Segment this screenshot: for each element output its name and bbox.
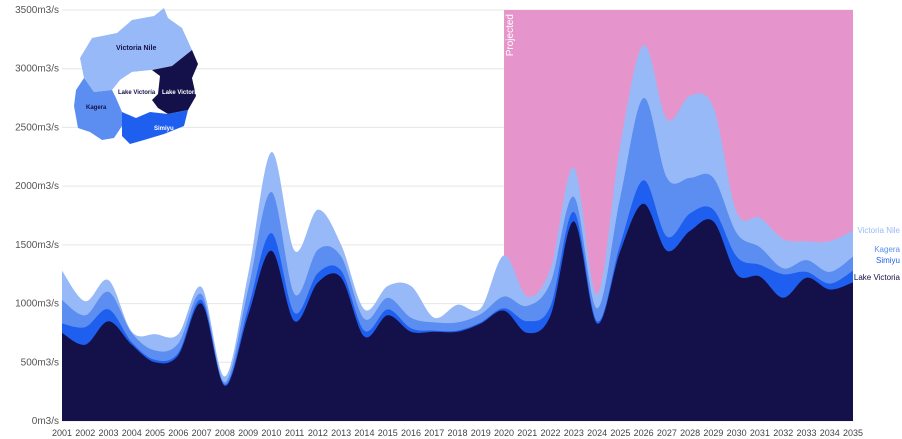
legend-simiyu: Simiyu — [876, 256, 900, 265]
map-label-victoria-nile: Victoria Nile — [116, 45, 156, 52]
projected-label: Projected — [505, 14, 516, 56]
x-tick-label: 2024 — [587, 428, 607, 438]
y-tick-label: 2500m3/s — [15, 122, 59, 133]
x-tick-label: 2014 — [354, 428, 374, 438]
x-tick-label: 2032 — [773, 428, 793, 438]
x-tick-label: 2029 — [703, 428, 723, 438]
x-tick-label: 2035 — [843, 428, 863, 438]
y-tick-label: 2000m3/s — [15, 181, 59, 192]
x-tick-label: 2025 — [610, 428, 630, 438]
x-tick-label: 2010 — [261, 428, 281, 438]
map-label-lake-victoria-left: Lake Victoria — [118, 90, 156, 96]
y-tick-label: 1000m3/s — [15, 299, 59, 310]
y-tick-label: 500m3/s — [21, 357, 59, 368]
legend-victoria-nile: Victoria Nile — [857, 226, 900, 235]
map-label-kagera: Kagera — [86, 105, 107, 111]
y-tick-label: 0m3/s — [32, 416, 59, 427]
map-label-lake-victoria-right: Lake Victoria — [162, 90, 200, 96]
x-tick-label: 2003 — [99, 428, 119, 438]
x-tick-label: 2002 — [75, 428, 95, 438]
x-tick-label: 2019 — [471, 428, 491, 438]
x-axis-ticks: 2001 2002 2003 2004 2005 2006 2007 2008 2009 2010… — [52, 428, 863, 438]
x-tick-label: 2017 — [424, 428, 444, 438]
x-tick-label: 2021 — [517, 428, 537, 438]
y-tick-label: 3000m3/s — [15, 64, 59, 75]
x-tick-label: 2013 — [331, 428, 351, 438]
y-axis-ticks: 0m3/s 500m3/s 1000m3/s 1500m3/s 2000m3/s 2500… — [15, 5, 59, 427]
series-legend: Lake Victoria Simiyu Kagera Victoria Nile — [854, 226, 901, 282]
x-tick-label: 2033 — [796, 428, 816, 438]
x-tick-label: 2022 — [541, 428, 561, 438]
y-tick-label: 3500m3/s — [15, 5, 59, 16]
basin-map: Victoria Nile Lake Victoria Lake Victori… — [74, 8, 200, 144]
x-tick-label: 2015 — [378, 428, 398, 438]
x-tick-label: 2026 — [634, 428, 654, 438]
x-tick-label: 2028 — [680, 428, 700, 438]
x-tick-label: 2008 — [215, 428, 235, 438]
x-tick-label: 2031 — [750, 428, 770, 438]
x-tick-label: 2023 — [564, 428, 584, 438]
x-tick-label: 2007 — [192, 428, 212, 438]
map-label-simiyu: Simiyu — [154, 126, 174, 132]
x-tick-label: 2030 — [727, 428, 747, 438]
y-tick-label: 1500m3/s — [15, 240, 59, 251]
x-tick-label: 2004 — [122, 428, 142, 438]
x-tick-label: 2005 — [145, 428, 165, 438]
x-tick-label: 2009 — [238, 428, 258, 438]
x-tick-label: 2034 — [820, 428, 840, 438]
x-tick-label: 2011 — [285, 428, 304, 438]
x-tick-label: 2027 — [657, 428, 677, 438]
x-tick-label: 2012 — [308, 428, 328, 438]
legend-kagera: Kagera — [874, 245, 900, 254]
legend-lake-victoria: Lake Victoria — [854, 273, 901, 282]
x-tick-label: 2018 — [447, 428, 467, 438]
x-tick-label: 2001 — [52, 428, 72, 438]
x-tick-label: 2006 — [168, 428, 188, 438]
x-tick-label: 2016 — [401, 428, 421, 438]
x-tick-label: 2020 — [494, 428, 514, 438]
